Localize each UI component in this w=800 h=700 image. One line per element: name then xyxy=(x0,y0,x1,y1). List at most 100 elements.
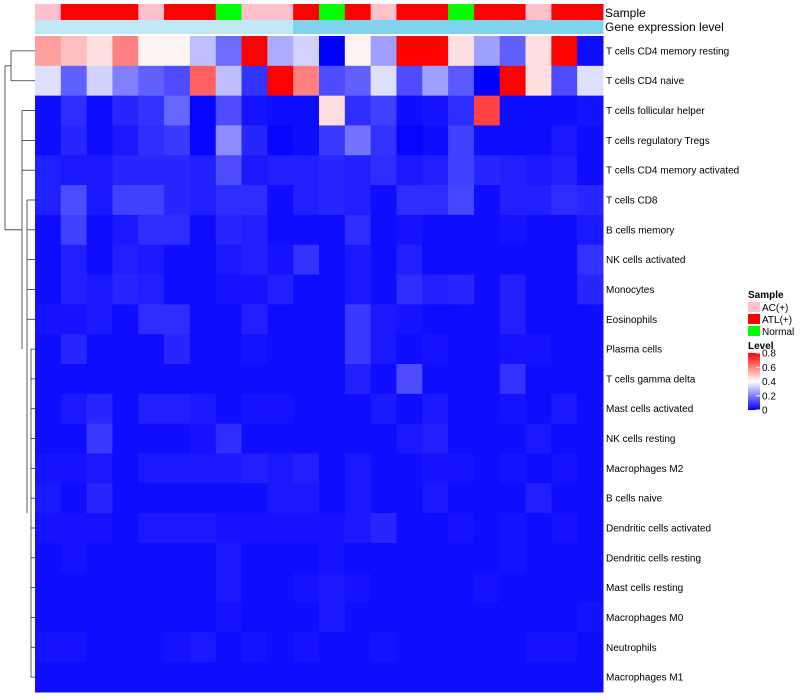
heatmap-cell xyxy=(267,65,294,97)
heatmap-cell xyxy=(241,393,268,425)
heatmap-cell xyxy=(499,185,527,216)
heatmap-cell xyxy=(319,334,346,365)
heatmap-cell xyxy=(35,423,62,454)
heatmap-cell xyxy=(267,423,294,454)
heatmap-cell xyxy=(396,185,423,216)
heatmap-cell xyxy=(473,364,501,395)
heatmap-cell xyxy=(241,453,268,484)
heatmap-cell xyxy=(448,95,475,126)
row-label: Monocytes xyxy=(606,285,654,296)
heatmap-cell xyxy=(35,453,62,484)
heatmap-cell xyxy=(60,393,88,425)
heatmap-cell xyxy=(293,155,320,186)
heatmap-cell xyxy=(499,393,527,425)
sample-annotation-cell xyxy=(396,4,423,20)
heatmap-cell xyxy=(215,393,243,425)
heatmap-cell xyxy=(86,632,113,663)
expression-annotation-cell xyxy=(525,20,552,34)
heatmap-cell xyxy=(551,95,578,126)
heatmap-cell xyxy=(525,483,552,514)
heatmap-cell xyxy=(86,155,113,186)
heatmap-cell xyxy=(60,483,88,514)
heatmap-cell xyxy=(60,36,88,67)
sample-annotation-cell xyxy=(319,4,346,20)
expression-annotation-cell xyxy=(293,20,320,34)
heatmap-cell xyxy=(577,513,604,544)
heatmap-cell xyxy=(86,423,113,454)
heatmap-cell xyxy=(319,214,346,246)
heatmap-cell xyxy=(499,662,527,693)
sample-annotation-cell xyxy=(189,4,217,20)
heatmap-cell xyxy=(293,572,320,604)
heatmap-cell xyxy=(112,662,139,693)
heatmap-cell xyxy=(112,483,139,514)
heatmap-cell xyxy=(189,542,217,574)
expression-annotation-cell xyxy=(112,20,139,34)
heatmap-cell xyxy=(448,304,475,335)
heatmap-cell xyxy=(267,36,294,67)
heatmap-cell xyxy=(189,334,217,365)
heatmap-cell xyxy=(138,453,165,484)
legend-sample-label: AC(+) xyxy=(762,303,788,314)
heatmap-cell xyxy=(448,125,475,156)
heatmap-cell xyxy=(215,453,243,484)
heatmap-cell xyxy=(499,214,527,246)
heatmap-cell xyxy=(370,423,397,454)
row-label: B cells memory xyxy=(606,225,674,236)
heatmap-cell xyxy=(189,602,217,633)
row-label: B cells naive xyxy=(606,494,663,505)
heatmap-cell xyxy=(344,304,372,335)
heatmap-cell xyxy=(396,513,423,544)
heatmap-cell xyxy=(241,542,268,574)
heatmap-cell xyxy=(473,155,501,186)
heatmap-cell xyxy=(344,125,372,156)
heatmap-cell xyxy=(138,423,165,454)
sample-annotation-cell xyxy=(473,4,501,20)
heatmap-cell xyxy=(112,36,139,67)
sample-annotation-cell xyxy=(215,4,243,20)
heatmap-cell xyxy=(525,572,552,604)
heatmap-cell xyxy=(370,185,397,216)
heatmap-cell xyxy=(499,513,527,544)
heatmap-cell xyxy=(138,632,165,663)
heatmap-cell xyxy=(60,304,88,335)
heatmap-cell xyxy=(86,304,113,335)
heatmap-cell xyxy=(164,662,191,693)
heatmap-cells xyxy=(35,36,604,693)
row-label: Macrophages M0 xyxy=(606,613,684,624)
heatmap-cell xyxy=(344,513,372,544)
heatmap-cell xyxy=(422,185,449,216)
expression-annotation-cell xyxy=(396,20,423,34)
heatmap-cell xyxy=(448,423,475,454)
heatmap-cell xyxy=(112,155,139,186)
sample-annotation-cell xyxy=(60,4,88,20)
heatmap-cell xyxy=(164,125,191,156)
heatmap-cell xyxy=(448,572,475,604)
heatmap-cell xyxy=(86,364,113,395)
heatmap-cell xyxy=(60,662,88,693)
heatmap-cell xyxy=(138,334,165,365)
heatmap-cell xyxy=(215,65,243,97)
heatmap-cell xyxy=(473,95,501,126)
heatmap-cell xyxy=(448,364,475,395)
heatmap-cell xyxy=(344,453,372,484)
expression-annotation-cell xyxy=(86,20,113,34)
row-label: NK cells activated xyxy=(606,255,685,266)
legend-sample-swatch xyxy=(748,326,760,336)
sample-annotation-cell xyxy=(370,4,397,20)
sample-annotation-cell xyxy=(525,4,552,20)
heatmap-cell xyxy=(473,602,501,633)
heatmap-cell xyxy=(473,125,501,156)
heatmap-cell xyxy=(293,513,320,544)
heatmap-cell xyxy=(35,185,62,216)
heatmap-cell xyxy=(577,393,604,425)
heatmap-cell xyxy=(396,662,423,693)
heatmap-cell xyxy=(189,453,217,484)
expression-annotation-cell xyxy=(577,20,604,34)
heatmap-cell xyxy=(396,125,423,156)
heatmap-cell xyxy=(577,572,604,604)
heatmap-cell xyxy=(319,244,346,276)
heatmap-cell xyxy=(422,334,449,365)
heatmap-cell xyxy=(422,244,449,276)
